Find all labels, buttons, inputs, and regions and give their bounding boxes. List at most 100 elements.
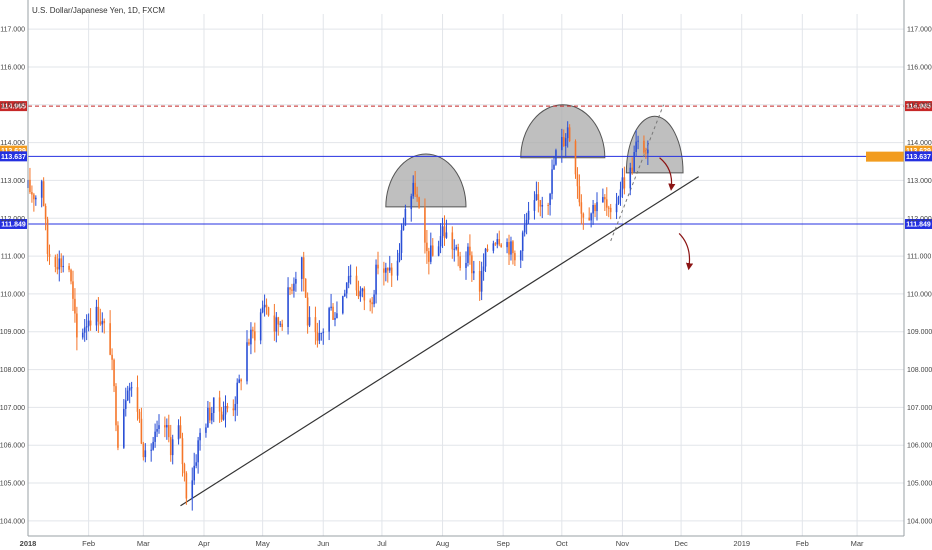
candle-down bbox=[76, 313, 78, 338]
candle-up bbox=[615, 203, 618, 213]
candle-down bbox=[386, 267, 389, 271]
candle-up bbox=[197, 440, 199, 463]
lower-level-badge-left bbox=[0, 218, 27, 229]
arrow-1 bbox=[659, 157, 676, 191]
y-tick-label-right: 109.000 bbox=[907, 329, 932, 336]
candle-down bbox=[431, 245, 434, 256]
candle-down bbox=[54, 256, 57, 267]
candle-up bbox=[430, 245, 432, 262]
candle-down bbox=[113, 359, 115, 387]
candle-up bbox=[473, 271, 475, 274]
candle-down bbox=[240, 379, 242, 382]
candle-up bbox=[439, 236, 442, 247]
candle-up bbox=[375, 264, 377, 295]
candle-up bbox=[521, 232, 524, 252]
candle-down bbox=[426, 242, 428, 252]
candle-down bbox=[609, 207, 612, 213]
candle-up bbox=[259, 312, 262, 341]
trendlines bbox=[180, 104, 700, 507]
candle-up bbox=[261, 307, 264, 313]
y-tick-label-right: 104.000 bbox=[907, 518, 932, 525]
y-tick-label-left: 107.000 bbox=[0, 405, 25, 412]
candle-down bbox=[576, 174, 579, 187]
candle-down bbox=[607, 207, 610, 209]
candle-down bbox=[514, 253, 516, 261]
upper-level-badge-right bbox=[905, 151, 932, 162]
y-tick-label-left: 112.000 bbox=[0, 216, 25, 223]
candle-up bbox=[441, 226, 444, 237]
candle-down bbox=[167, 425, 170, 438]
head-shape bbox=[520, 104, 606, 159]
candle-down bbox=[414, 182, 416, 195]
candle-up bbox=[152, 441, 154, 450]
candle-up bbox=[590, 213, 592, 221]
candle-down bbox=[578, 186, 581, 203]
candle-up bbox=[330, 306, 332, 309]
annotation-arrows bbox=[659, 157, 694, 271]
y-tick-label-left: 110.000 bbox=[0, 291, 25, 298]
candle-down bbox=[60, 258, 63, 268]
candle-up bbox=[177, 425, 180, 440]
candle-up bbox=[128, 387, 131, 391]
x-tick-label: Apr bbox=[198, 539, 210, 548]
candle-up bbox=[551, 169, 553, 194]
candle-down bbox=[355, 275, 358, 291]
y-tick-label-left: 114.000 bbox=[0, 140, 25, 147]
lower-level-label: 111.849 bbox=[1, 221, 26, 228]
candle-up bbox=[349, 275, 352, 277]
candle-down bbox=[89, 320, 92, 326]
candle-down bbox=[580, 202, 583, 214]
candle-up bbox=[191, 480, 194, 499]
candle-down bbox=[42, 181, 45, 206]
candle-down bbox=[377, 264, 379, 269]
candle-up bbox=[171, 439, 174, 456]
candle-down bbox=[185, 473, 188, 499]
resistance-badge-left bbox=[0, 101, 27, 112]
y-tick-label-left: 109.000 bbox=[0, 329, 25, 336]
candle-up bbox=[250, 329, 252, 345]
candle-down bbox=[605, 199, 608, 208]
candle-down bbox=[29, 179, 31, 193]
candle-down bbox=[226, 405, 229, 409]
candle-down bbox=[164, 425, 166, 428]
candle-down bbox=[136, 387, 139, 412]
candle-up bbox=[195, 462, 197, 466]
candle-up bbox=[347, 276, 350, 283]
candle-down bbox=[369, 300, 371, 303]
candle-up bbox=[412, 182, 415, 197]
candle-down bbox=[631, 167, 634, 172]
candle-up bbox=[555, 150, 557, 165]
candle-up bbox=[549, 193, 551, 205]
candle-down bbox=[459, 256, 461, 268]
x-tick-label: Nov bbox=[616, 539, 630, 548]
y-tick-label-right: 108.000 bbox=[907, 367, 932, 374]
candle-down bbox=[508, 242, 510, 255]
candle-up bbox=[300, 257, 303, 279]
candle-up bbox=[455, 247, 458, 249]
candle-down bbox=[316, 332, 319, 341]
candle-up bbox=[402, 225, 405, 231]
candle-up bbox=[633, 152, 635, 172]
candle-down bbox=[418, 197, 420, 208]
candle-up bbox=[62, 265, 64, 268]
candle-up bbox=[154, 431, 156, 442]
price-levels: 114.965114.965113.629113.629113.637113.6… bbox=[0, 101, 932, 229]
x-tick-label: Sep bbox=[496, 539, 509, 548]
y-tick-label-right: 105.000 bbox=[907, 481, 932, 488]
candle-down bbox=[97, 306, 100, 322]
candle-down bbox=[539, 200, 542, 207]
candle-down bbox=[218, 397, 221, 412]
lower-level-badge-right bbox=[905, 218, 932, 229]
candle-down bbox=[142, 443, 145, 458]
candle-up bbox=[322, 331, 325, 333]
candle-down bbox=[562, 137, 565, 147]
x-tick-label: 2018 bbox=[20, 539, 37, 548]
candle-up bbox=[158, 425, 160, 429]
candle-down bbox=[469, 246, 471, 256]
candle-up bbox=[398, 252, 401, 261]
candle-up bbox=[519, 251, 522, 261]
candle-up bbox=[482, 266, 485, 271]
candle-up bbox=[553, 164, 555, 170]
